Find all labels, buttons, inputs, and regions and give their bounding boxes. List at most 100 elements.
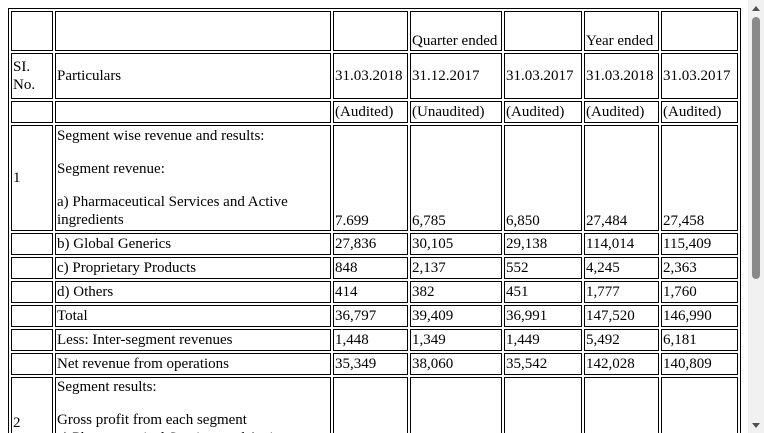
table-cell: 1,777 xyxy=(584,281,659,303)
header-empty-cell xyxy=(661,11,738,51)
table-row: Total 36,797 39,409 36,991 147,520 146,9… xyxy=(11,305,738,327)
table-cell xyxy=(584,377,659,433)
section-subtitle: Segment revenue: xyxy=(57,161,165,177)
row-label: c) Proprietary Products xyxy=(55,257,331,279)
segment-revenue-section: 1 Segment wise revenue and results: Segm… xyxy=(11,125,738,231)
table-cell: 382 xyxy=(410,281,502,303)
header-row-audit: (Audited) (Unaudited) (Audited) (Audited… xyxy=(11,101,738,123)
table-cell: 2,137 xyxy=(410,257,502,279)
row-label: Total xyxy=(55,305,331,327)
table-cell: 30,105 xyxy=(410,233,502,255)
table-cell: 6,181 xyxy=(661,329,738,351)
vertical-scrollbar[interactable] xyxy=(748,0,764,433)
table-cell: 36,797 xyxy=(333,305,408,327)
table-cell: 451 xyxy=(504,281,582,303)
table-cell: 1,449 xyxy=(504,329,582,351)
date-header: 31.03.2017 xyxy=(661,53,738,99)
table-cell: 4,245 xyxy=(584,257,659,279)
table-cell xyxy=(504,377,582,433)
header-empty-cell xyxy=(333,11,408,51)
audit-status: (Audited) xyxy=(584,101,659,123)
table-row: b) Global Generics 27,836 30,105 29,138 … xyxy=(11,233,738,255)
table-cell: 142,028 xyxy=(584,353,659,375)
sl-no-header: SI. No. xyxy=(11,53,53,99)
table-cell xyxy=(11,329,53,351)
table-cell xyxy=(11,353,53,375)
table-cell xyxy=(410,377,502,433)
table-cell: 35,349 xyxy=(333,353,408,375)
table-row: Less: Inter-segment revenues 1,448 1,349… xyxy=(11,329,738,351)
table-cell: 552 xyxy=(504,257,582,279)
table-cell: 1,448 xyxy=(333,329,408,351)
row-label: a) Pharmaceutical Services and Active in… xyxy=(57,194,288,228)
table-row: c) Proprietary Products 848 2,137 552 4,… xyxy=(11,257,738,279)
financial-results-table: Quarter ended Year ended SI. No. Particu… xyxy=(8,8,741,433)
audit-status: (Audited) xyxy=(504,101,582,123)
table-cell: 1,760 xyxy=(661,281,738,303)
section-title: Segment wise revenue and results: xyxy=(57,128,265,144)
table-cell: 6,850 xyxy=(504,125,582,231)
table-cell: 7.699 xyxy=(333,125,408,231)
table-cell: 848 xyxy=(333,257,408,279)
table-cell: 27,458 xyxy=(661,125,738,231)
audit-status: (Audited) xyxy=(333,101,408,123)
date-header: 31.12.2017 xyxy=(410,53,502,99)
row-label: d) Others xyxy=(55,281,331,303)
segment-results-section: 2 Segment results: Gross profit from eac… xyxy=(11,377,738,433)
document-viewport: Quarter ended Year ended SI. No. Particu… xyxy=(8,8,741,433)
table-cell: 1,349 xyxy=(410,329,502,351)
header-empty-cell xyxy=(55,101,331,123)
table-cell: 115,409 xyxy=(661,233,738,255)
table-cell xyxy=(333,377,408,433)
year-ended-header: Year ended xyxy=(584,11,659,51)
table-cell xyxy=(11,305,53,327)
table-cell: 2,363 xyxy=(661,257,738,279)
table-cell: 39,409 xyxy=(410,305,502,327)
table-cell: 6,785 xyxy=(410,125,502,231)
section-title: Segment results: xyxy=(57,379,157,395)
table-cell: 35,542 xyxy=(504,353,582,375)
audit-status: (Unaudited) xyxy=(410,101,502,123)
row-label: Less: Inter-segment revenues xyxy=(55,329,331,351)
table-cell: 27,484 xyxy=(584,125,659,231)
table-cell: 29,138 xyxy=(504,233,582,255)
table-cell: 27,836 xyxy=(333,233,408,255)
header-empty-cell xyxy=(11,11,53,51)
header-empty-cell xyxy=(55,11,331,51)
table-cell: 114,014 xyxy=(584,233,659,255)
row-label: a) Pharmaceutical Services and Active xyxy=(57,429,329,433)
scrollbar-thumb[interactable] xyxy=(752,17,760,279)
date-header: 31.03.2017 xyxy=(504,53,582,99)
section-subtitle: Gross profit from each segment xyxy=(57,412,247,428)
quarter-ended-header: Quarter ended xyxy=(410,11,502,51)
header-row-dates: SI. No. Particulars 31.03.2018 31.12.201… xyxy=(11,53,738,99)
table-cell: 146,990 xyxy=(661,305,738,327)
table-cell: 5,492 xyxy=(584,329,659,351)
section-particulars: Segment results: Gross profit from each … xyxy=(55,377,331,433)
scroll-up-arrow-icon[interactable] xyxy=(748,0,764,16)
header-empty-cell xyxy=(504,11,582,51)
table-cell: 414 xyxy=(333,281,408,303)
table-cell xyxy=(11,233,53,255)
section-number: 2 xyxy=(11,377,53,433)
header-row-period: Quarter ended Year ended xyxy=(11,11,738,51)
date-header: 31.03.2018 xyxy=(333,53,408,99)
table-cell xyxy=(661,377,738,433)
table-cell xyxy=(11,257,53,279)
table-cell: 147,520 xyxy=(584,305,659,327)
audit-status: (Audited) xyxy=(661,101,738,123)
table-cell: 36,991 xyxy=(504,305,582,327)
header-empty-cell xyxy=(11,101,53,123)
table-row: d) Others 414 382 451 1,777 1,760 xyxy=(11,281,738,303)
row-label: b) Global Generics xyxy=(55,233,331,255)
table-row: Net revenue from operations 35,349 38,06… xyxy=(11,353,738,375)
section-particulars: Segment wise revenue and results: Segmen… xyxy=(55,125,331,231)
table-cell xyxy=(11,281,53,303)
scroll-down-arrow-icon[interactable] xyxy=(748,417,764,433)
table-cell: 140,809 xyxy=(661,353,738,375)
date-header: 31.03.2018 xyxy=(584,53,659,99)
row-label: Net revenue from operations xyxy=(55,353,331,375)
particulars-header: Particulars xyxy=(55,53,331,99)
table-cell: 38,060 xyxy=(410,353,502,375)
section-number: 1 xyxy=(11,125,53,231)
